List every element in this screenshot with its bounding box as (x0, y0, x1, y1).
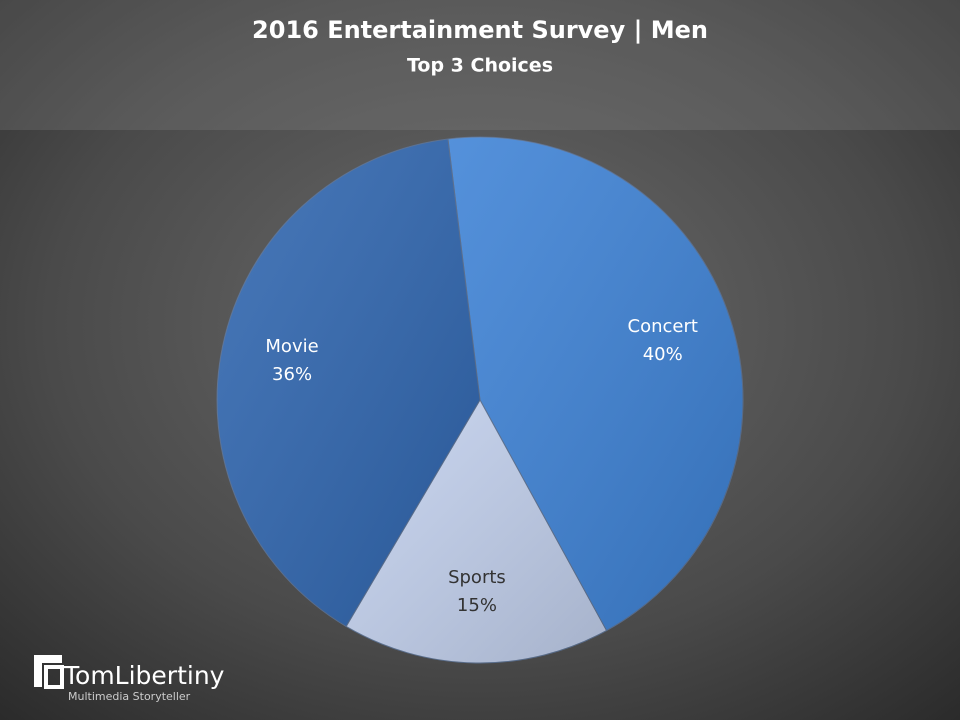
data-label: 36% (272, 364, 312, 385)
slice-shade (447, 137, 743, 631)
logo: TomLibertiny Multimedia Storyteller (34, 655, 225, 703)
slice-label: Concert (628, 316, 698, 337)
logo-mark (34, 655, 42, 687)
data-label: 15% (457, 595, 497, 616)
background-band (0, 0, 960, 130)
slice-label: Sports (448, 567, 506, 588)
chart-title: 2016 Entertainment Survey | Men (252, 16, 708, 44)
brand-tagline: Multimedia Storyteller (68, 690, 191, 703)
data-label: 40% (643, 344, 683, 365)
slice-shade (346, 400, 607, 663)
chart-subtitle: Top 3 Choices (407, 55, 553, 77)
logo-mark (44, 665, 64, 689)
slice-label: Movie (265, 336, 318, 357)
brand-name: TomLibertiny (63, 661, 225, 690)
slice-shade (217, 138, 480, 627)
logo-mark (34, 655, 62, 663)
